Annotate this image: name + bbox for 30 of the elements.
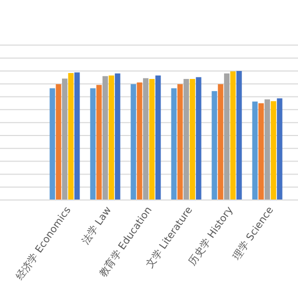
bar xyxy=(212,91,218,200)
bar xyxy=(230,71,236,200)
bar xyxy=(114,73,120,200)
bar xyxy=(184,78,189,200)
bar xyxy=(74,72,80,200)
bar xyxy=(218,84,224,200)
bar xyxy=(149,78,155,200)
bar xyxy=(102,76,108,200)
bar xyxy=(252,102,258,200)
bar xyxy=(136,82,142,200)
bar xyxy=(68,73,74,200)
bar xyxy=(236,70,242,200)
bar xyxy=(190,78,196,200)
bar xyxy=(62,78,68,200)
bar xyxy=(196,77,202,200)
bar xyxy=(143,78,148,200)
bar xyxy=(224,73,230,200)
bar xyxy=(258,103,264,200)
bar xyxy=(264,99,270,200)
bar xyxy=(56,84,62,200)
bar xyxy=(96,84,102,200)
bar xyxy=(171,88,177,200)
bar xyxy=(155,75,161,200)
bar xyxy=(270,101,276,200)
bar xyxy=(50,88,56,200)
bar xyxy=(90,88,96,200)
bar xyxy=(130,84,136,200)
bar xyxy=(276,98,282,200)
bar xyxy=(177,84,183,200)
bar xyxy=(108,75,114,200)
